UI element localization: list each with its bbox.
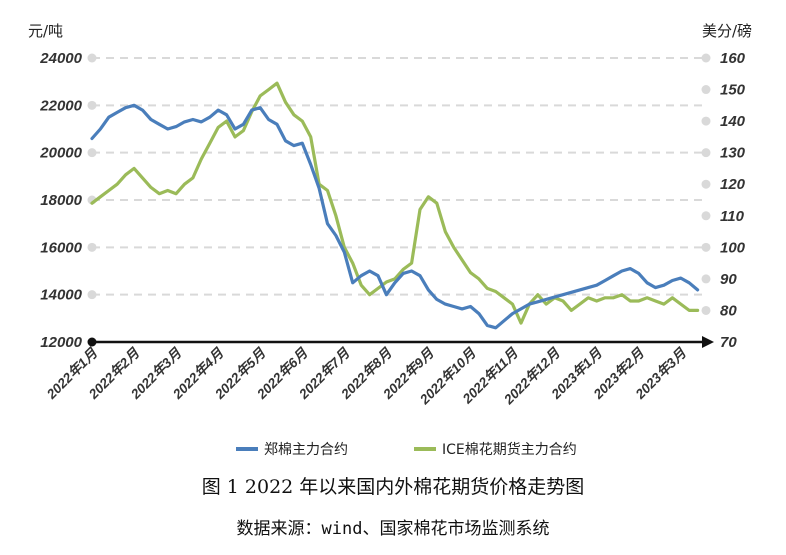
- right-tick-dot: [701, 53, 711, 63]
- series-lines: [90, 81, 700, 330]
- series-line-ice: [90, 81, 700, 325]
- left-tick-dot: [87, 148, 97, 158]
- left-tick-dot: [87, 53, 97, 63]
- right-tick-dot: [701, 148, 711, 158]
- left-tick-label: 16000: [40, 239, 82, 256]
- left-tick-label: 12000: [40, 334, 82, 351]
- figure-source: 数据来源：wind、国家棉花市场监测系统: [236, 519, 550, 539]
- legend: 郑棉主力合约 ICE棉花期货主力合约: [236, 441, 577, 458]
- right-tick-dot: [701, 179, 711, 189]
- left-tick-dot: [87, 290, 97, 300]
- right-tick-label: 130: [720, 145, 746, 162]
- x-axis-arrow: [702, 336, 714, 348]
- right-axis-unit: 美分/磅: [702, 22, 752, 40]
- right-tick-dot: [701, 116, 711, 126]
- right-tick-dot: [701, 274, 711, 284]
- right-tick-label: 120: [720, 176, 746, 193]
- left-axis-unit: 元/吨: [28, 22, 63, 40]
- left-tick-label: 24000: [39, 50, 82, 67]
- price-line-chart: 24000 22000 20000 18000 16000 14000 12000 160 15…: [28, 22, 752, 458]
- right-tick-label: 80: [720, 302, 737, 319]
- left-tick-label: 20000: [39, 145, 82, 162]
- left-tick-label: 14000: [40, 287, 82, 304]
- right-tick-dot: [701, 85, 711, 95]
- right-tick-dot: [701, 305, 711, 315]
- gridlines: [92, 57, 706, 296]
- right-tick-label: 90: [720, 271, 737, 288]
- legend-label: 郑棉主力合约: [264, 441, 348, 458]
- right-tick-label: 70: [720, 334, 737, 351]
- right-tick-label: 100: [720, 239, 746, 256]
- figure-title: 图 1 2022 年以来国内外棉花期货价格走势图: [201, 476, 585, 498]
- left-tick-label: 18000: [40, 192, 82, 209]
- right-tick-label: 150: [720, 82, 746, 99]
- series-line-zhengmian: [90, 103, 700, 330]
- left-tick-dot: [87, 242, 97, 252]
- x-axis-origin-dot: [87, 337, 97, 347]
- right-tick-dot: [701, 211, 711, 221]
- right-tick-label: 110: [720, 208, 745, 225]
- right-tick-label: 160: [720, 50, 746, 67]
- right-tick-dot: [701, 242, 711, 252]
- right-tick-label: 140: [720, 113, 746, 130]
- axes: 24000 22000 20000 18000 16000 14000 12000 160 15…: [39, 50, 745, 408]
- legend-label: ICE棉花期货主力合约: [442, 441, 577, 458]
- left-tick-label: 22000: [39, 97, 82, 114]
- left-tick-dot: [87, 100, 97, 110]
